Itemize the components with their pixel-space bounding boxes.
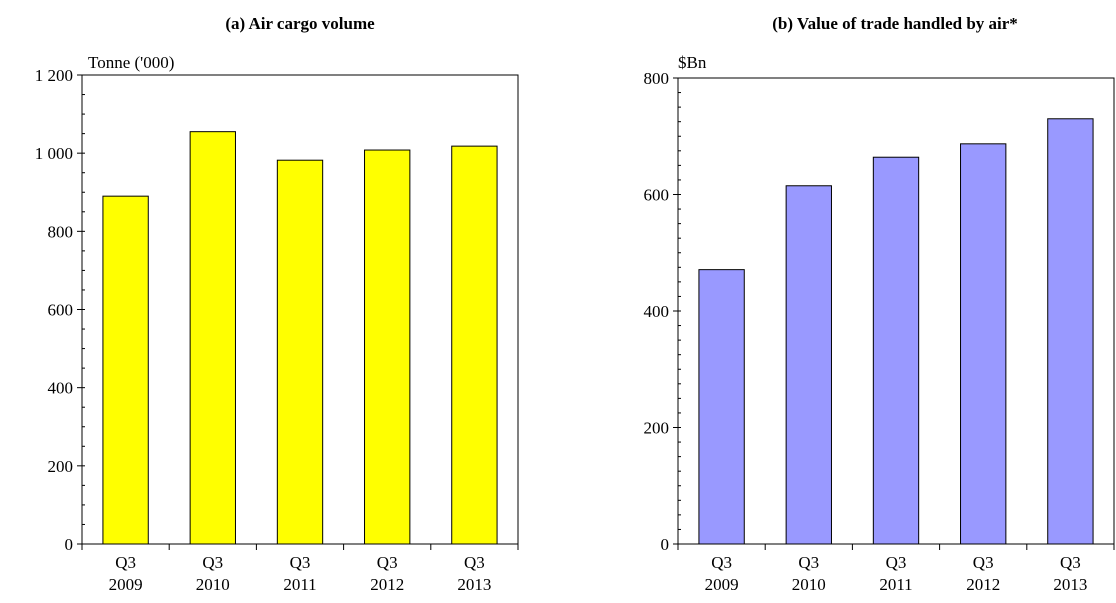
chart-b-bar <box>698 269 745 545</box>
chart-b-bar <box>1047 118 1094 545</box>
chart-b-x-tick-label: 2013 <box>1053 575 1087 594</box>
chart-b-bar <box>785 185 832 545</box>
chart-a-x-axis: Q3 2009 Q3 2010 Q3 2011 Q3 2012 Q3 2013 <box>81 544 519 594</box>
chart-a: (a) Air cargo volume Tonne ('000) 0 200 40… <box>35 14 519 594</box>
chart-a-x-tick-label: Q3 <box>115 553 136 572</box>
chart-b-y-tick-label: 200 <box>644 419 670 438</box>
chart-b-x-tick-label: Q3 <box>973 553 994 572</box>
chart-a-bar <box>189 131 236 545</box>
chart-b: (b) Value of trade handled by air* $Bn 0… <box>644 14 1115 594</box>
chart-b-y-tick-label: 800 <box>644 69 670 88</box>
chart-a-x-tick-label: 2011 <box>283 575 316 594</box>
chart-b-y-axis: 0 200 400 600 800 <box>644 69 678 554</box>
chart-b-x-tick-label: 2012 <box>966 575 1000 594</box>
chart-b-bar <box>960 143 1007 545</box>
chart-b-x-tick-label: Q3 <box>886 553 907 572</box>
chart-a-title: (a) Air cargo volume <box>225 14 375 33</box>
chart-b-unit-label: $Bn <box>678 53 707 72</box>
chart-a-y-tick-label: 600 <box>48 301 74 320</box>
chart-b-x-tick-label: 2011 <box>879 575 912 594</box>
chart-a-x-tick-label: Q3 <box>464 553 485 572</box>
chart-a-minor-ticks <box>82 74 85 545</box>
chart-b-y-tick-label: 400 <box>644 302 670 321</box>
chart-a-x-tick-label: 2013 <box>457 575 491 594</box>
chart-b-bars <box>698 118 1094 545</box>
chart-a-x-tick-label: 2009 <box>109 575 143 594</box>
chart-a-y-tick-label: 1 200 <box>35 66 73 85</box>
chart-a-x-tick-label: Q3 <box>202 553 223 572</box>
chart-a-bar <box>451 145 498 545</box>
chart-a-x-tick-label: 2012 <box>370 575 404 594</box>
chart-a-y-tick-label: 400 <box>48 379 74 398</box>
chart-b-x-tick-label: Q3 <box>798 553 819 572</box>
chart-a-bar <box>364 149 411 545</box>
chart-a-y-tick-label: 800 <box>48 222 74 241</box>
chart-b-bar <box>872 156 920 545</box>
chart-a-x-tick-label: 2010 <box>196 575 230 594</box>
chart-b-x-axis: Q3 2009 Q3 2010 Q3 2011 Q3 2012 Q3 2013 <box>677 544 1115 594</box>
chart-b-x-tick-label: 2009 <box>705 575 739 594</box>
chart-a-bars <box>102 131 498 545</box>
chart-a-y-tick-label: 0 <box>65 535 74 554</box>
chart-a-x-tick-label: Q3 <box>290 553 311 572</box>
chart-b-x-tick-label: 2010 <box>792 575 826 594</box>
chart-a-bar <box>102 195 149 545</box>
chart-a-y-axis: 0 200 400 600 800 1 000 1 200 <box>35 66 82 554</box>
chart-a-y-tick-label: 1 000 <box>35 144 73 163</box>
chart-a-y-tick-label: 200 <box>48 457 74 476</box>
chart-b-x-tick-label: Q3 <box>1060 553 1081 572</box>
chart-b-title: (b) Value of trade handled by air* <box>772 14 1018 33</box>
chart-a-unit-label: Tonne ('000) <box>88 53 174 72</box>
chart-a-x-tick-label: Q3 <box>377 553 398 572</box>
chart-a-bar <box>276 159 324 545</box>
chart-b-x-tick-label: Q3 <box>711 553 732 572</box>
chart-b-y-tick-label: 600 <box>644 186 670 205</box>
chart-b-y-tick-label: 0 <box>661 535 670 554</box>
